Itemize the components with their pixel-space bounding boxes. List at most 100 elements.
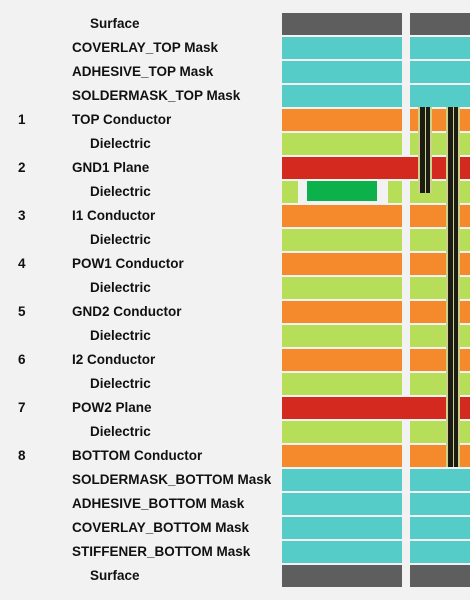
layer-bar (282, 157, 470, 179)
layer-bar (282, 469, 402, 491)
layer-row[interactable]: ADHESIVE_BOTTOM Mask (0, 493, 470, 515)
layer-name: Surface (90, 568, 140, 583)
layer-row[interactable]: SOLDERMASK_BOTTOM Mask (0, 469, 470, 491)
layer-bar (410, 373, 470, 395)
layer-name: ADHESIVE_BOTTOM Mask (72, 496, 245, 511)
layer-row[interactable]: COVERLAY_BOTTOM Mask (0, 517, 470, 539)
layer-bar (282, 373, 402, 395)
layer-bar (282, 493, 402, 515)
layer-name: Dielectric (90, 184, 151, 199)
layer-bar (282, 421, 402, 443)
layer-name: Dielectric (90, 424, 151, 439)
layer-bar (282, 253, 402, 275)
layer-row[interactable]: 4 POW1 Conductor (0, 253, 470, 275)
layer-row[interactable]: 8 BOTTOM Conductor (0, 445, 470, 467)
layer-bar (282, 325, 402, 347)
layer-row[interactable]: STIFFENER_BOTTOM Mask (0, 541, 470, 563)
layer-name: Dielectric (90, 232, 151, 247)
layer-row[interactable]: 7 POW2 Plane (0, 397, 470, 419)
layer-number: 8 (18, 448, 26, 463)
layer-bar (282, 85, 402, 107)
layer-name: POW2 Plane (72, 400, 152, 415)
layer-bar (410, 85, 470, 107)
layer-bar (282, 109, 402, 131)
through-via[interactable] (446, 106, 460, 468)
layer-row[interactable]: SOLDERMASK_TOP Mask (0, 85, 470, 107)
layer-number: 4 (18, 256, 26, 271)
layer-number: 5 (18, 304, 26, 319)
layer-bar (282, 133, 402, 155)
layer-row[interactable]: Surface (0, 13, 470, 35)
layer-number: 3 (18, 208, 26, 223)
layer-row[interactable]: 6 I2 Conductor (0, 349, 470, 371)
layer-name: Dielectric (90, 280, 151, 295)
layer-bar (410, 205, 470, 227)
layer-name: GND1 Plane (72, 160, 150, 175)
layer-bar (410, 445, 470, 467)
layer-bar (410, 517, 470, 539)
layer-row[interactable]: 2 GND1 Plane (0, 157, 470, 179)
layer-row[interactable]: Dielectric (0, 181, 470, 203)
layer-number: 2 (18, 160, 26, 175)
layer-name: Surface (90, 16, 140, 31)
layer-name: Dielectric (90, 376, 151, 391)
layer-bar (282, 565, 402, 587)
layer-bar (282, 541, 402, 563)
layer-row[interactable]: Dielectric (0, 277, 470, 299)
layer-number: 6 (18, 352, 26, 367)
layer-row[interactable]: Dielectric (0, 229, 470, 251)
layer-bar (410, 277, 470, 299)
layer-name: Dielectric (90, 328, 151, 343)
layer-bar (410, 229, 470, 251)
layer-row[interactable]: Dielectric (0, 133, 470, 155)
layer-bar (410, 61, 470, 83)
layer-bar (410, 469, 470, 491)
layer-bar (282, 205, 402, 227)
layer-row[interactable]: ADHESIVE_TOP Mask (0, 61, 470, 83)
layer-bar (410, 253, 470, 275)
layer-bar (410, 493, 470, 515)
layer-number: 7 (18, 400, 26, 415)
layer-name: Dielectric (90, 136, 151, 151)
layer-bar (410, 301, 470, 323)
layer-bar (410, 37, 470, 59)
layer-row[interactable]: Dielectric (0, 373, 470, 395)
layer-bar (410, 421, 470, 443)
layer-row[interactable]: COVERLAY_TOP Mask (0, 37, 470, 59)
layer-name: GND2 Conductor (72, 304, 182, 319)
layer-bar (410, 325, 470, 347)
layer-row[interactable]: 5 GND2 Conductor (0, 301, 470, 323)
layer-name: ADHESIVE_TOP Mask (72, 64, 214, 79)
layer-name: BOTTOM Conductor (72, 448, 203, 463)
layer-bar (410, 541, 470, 563)
layer-row[interactable]: Dielectric (0, 421, 470, 443)
layer-bar (282, 13, 402, 35)
layer-bar (282, 277, 402, 299)
layer-name: COVERLAY_TOP Mask (72, 40, 219, 55)
layer-name: SOLDERMASK_BOTTOM Mask (72, 472, 272, 487)
layer-bar (282, 229, 402, 251)
layer-bar (410, 349, 470, 371)
layer-bar (410, 13, 470, 35)
layer-name: STIFFENER_BOTTOM Mask (72, 544, 251, 559)
layer-row[interactable]: Dielectric (0, 325, 470, 347)
layer-row[interactable]: Surface (0, 565, 470, 587)
embedded-component[interactable] (307, 181, 377, 201)
layer-bar (282, 301, 402, 323)
layer-name: SOLDERMASK_TOP Mask (72, 88, 241, 103)
blind-via[interactable] (418, 106, 432, 194)
layer-name: I1 Conductor (72, 208, 156, 223)
layer-row[interactable]: 3 I1 Conductor (0, 205, 470, 227)
layer-bar (282, 61, 402, 83)
layer-name: TOP Conductor (72, 112, 172, 127)
layer-name: I2 Conductor (72, 352, 156, 367)
layer-bar (282, 517, 402, 539)
layer-row[interactable]: 1 TOP Conductor (0, 109, 470, 131)
layer-name: COVERLAY_BOTTOM Mask (72, 520, 250, 535)
layer-bar (282, 349, 402, 371)
layer-bar (282, 37, 402, 59)
layer-bar (282, 397, 470, 419)
layer-bar (282, 445, 402, 467)
layer-number: 1 (18, 112, 26, 127)
